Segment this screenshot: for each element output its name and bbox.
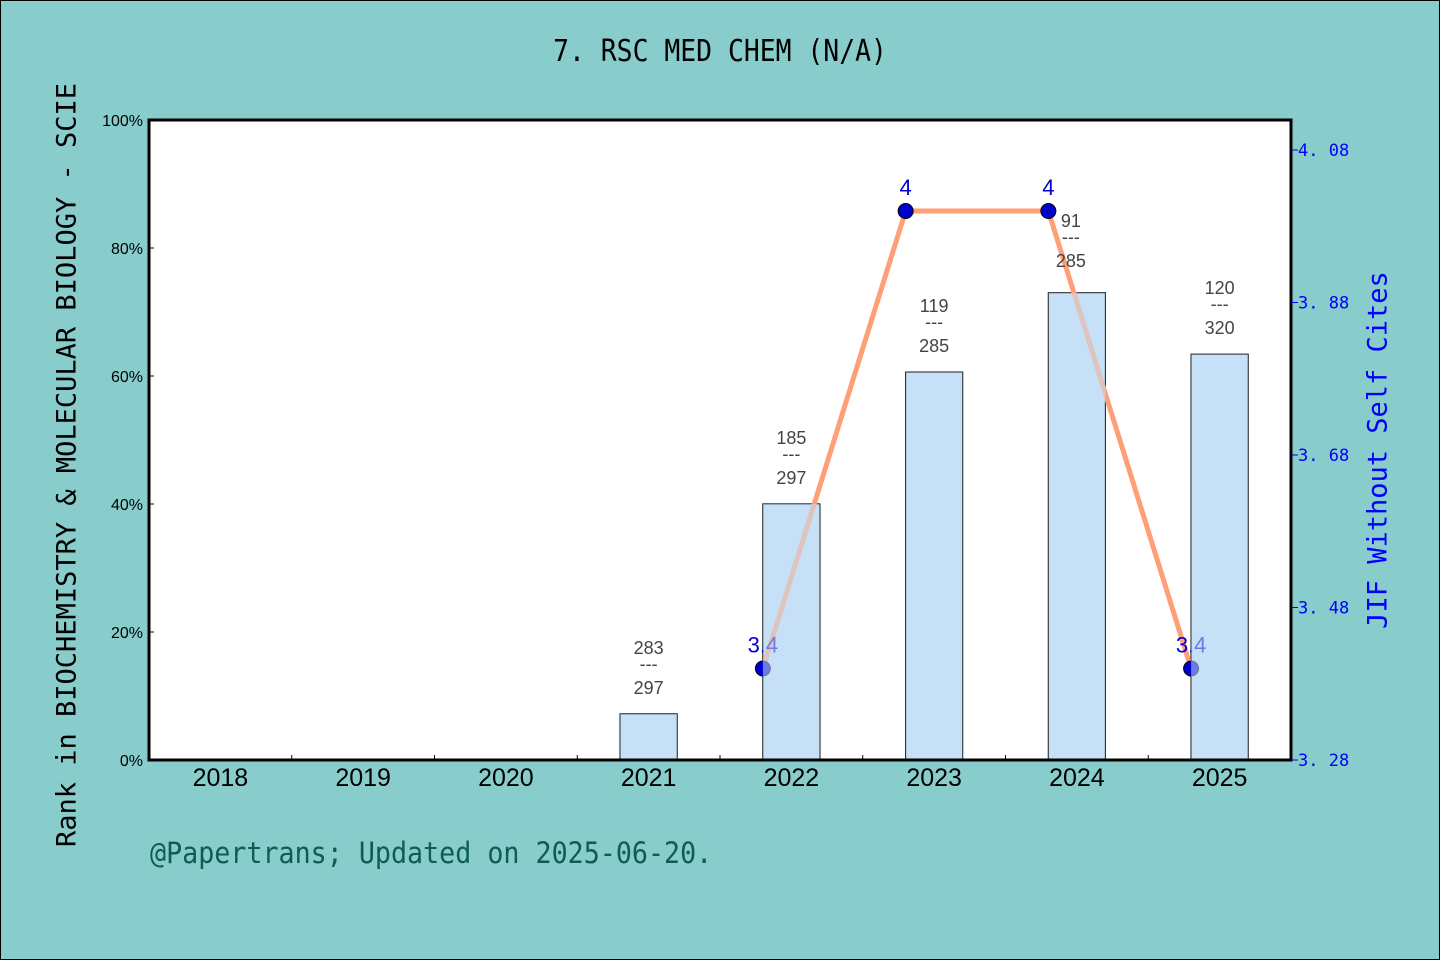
x-tick: 2020 [478,764,534,792]
bar-overlay [1191,354,1249,760]
total-label: 285 [1056,251,1086,271]
x-tick: 2022 [764,764,820,792]
fraction-bar: --- [1211,294,1229,314]
x-tick: 2023 [906,764,962,792]
rank-label: 91 [1061,211,1081,231]
jif-line [760,208,1194,670]
x-tick: 2018 [193,764,249,792]
rank-label: 283 [634,638,664,658]
footer-credit: @Papertrans; Updated on 2025-06-20. [150,836,713,870]
x-tick: 2025 [1192,764,1248,792]
fraction-bar: --- [640,654,658,674]
y-tick-right: 3. 68 [1298,446,1349,466]
total-label: 320 [1205,318,1235,338]
total-label: 297 [634,678,664,698]
jif-value-label: 4 [900,175,912,200]
jif-marker [897,203,914,219]
jif-value-label: 4 [1042,175,1054,200]
y-tick-right: 4. 08 [1298,141,1349,161]
y-tick-left: 80% [111,241,143,258]
rank-fraction-labels: 283---297185---297119---28591---285120--… [634,211,1235,698]
rank-label: 119 [920,296,949,316]
y-tick-right: 3. 48 [1298,599,1349,619]
y-tick-left: 20% [111,625,143,642]
jif-marker [1040,203,1057,219]
fraction-bar: --- [1062,227,1080,247]
axes: 0% 20% 40% 60% 80% 100% 3. 28 3. 48 3. 68 3. 88 4.… [102,113,1349,792]
y-tick-left: 60% [111,369,143,386]
rank-label: 120 [1205,278,1235,298]
chart-title: 7. RSC MED CHEM (N/A) [553,34,887,69]
y-tick-right: 3. 88 [1298,294,1349,314]
x-tick: 2019 [335,764,391,792]
y-tick-left: 40% [111,497,143,514]
y-tick-right: 3. 28 [1298,751,1349,771]
fraction-bar: --- [782,444,800,464]
x-tick: 2024 [1049,764,1105,792]
y-tick-left: 100% [102,113,143,130]
y-tick-left: 0% [120,753,143,770]
bar-overlay [1048,292,1106,760]
fraction-bar: --- [925,312,943,332]
x-tick: 2021 [621,764,677,792]
bar-overlay [905,372,963,760]
total-label: 285 [919,336,949,356]
line-series: 3.4443.4 [620,175,1249,760]
bar-overlay [620,713,678,760]
rank-label: 185 [776,428,806,448]
bar-overlay [762,504,820,760]
total-label: 297 [776,468,806,488]
